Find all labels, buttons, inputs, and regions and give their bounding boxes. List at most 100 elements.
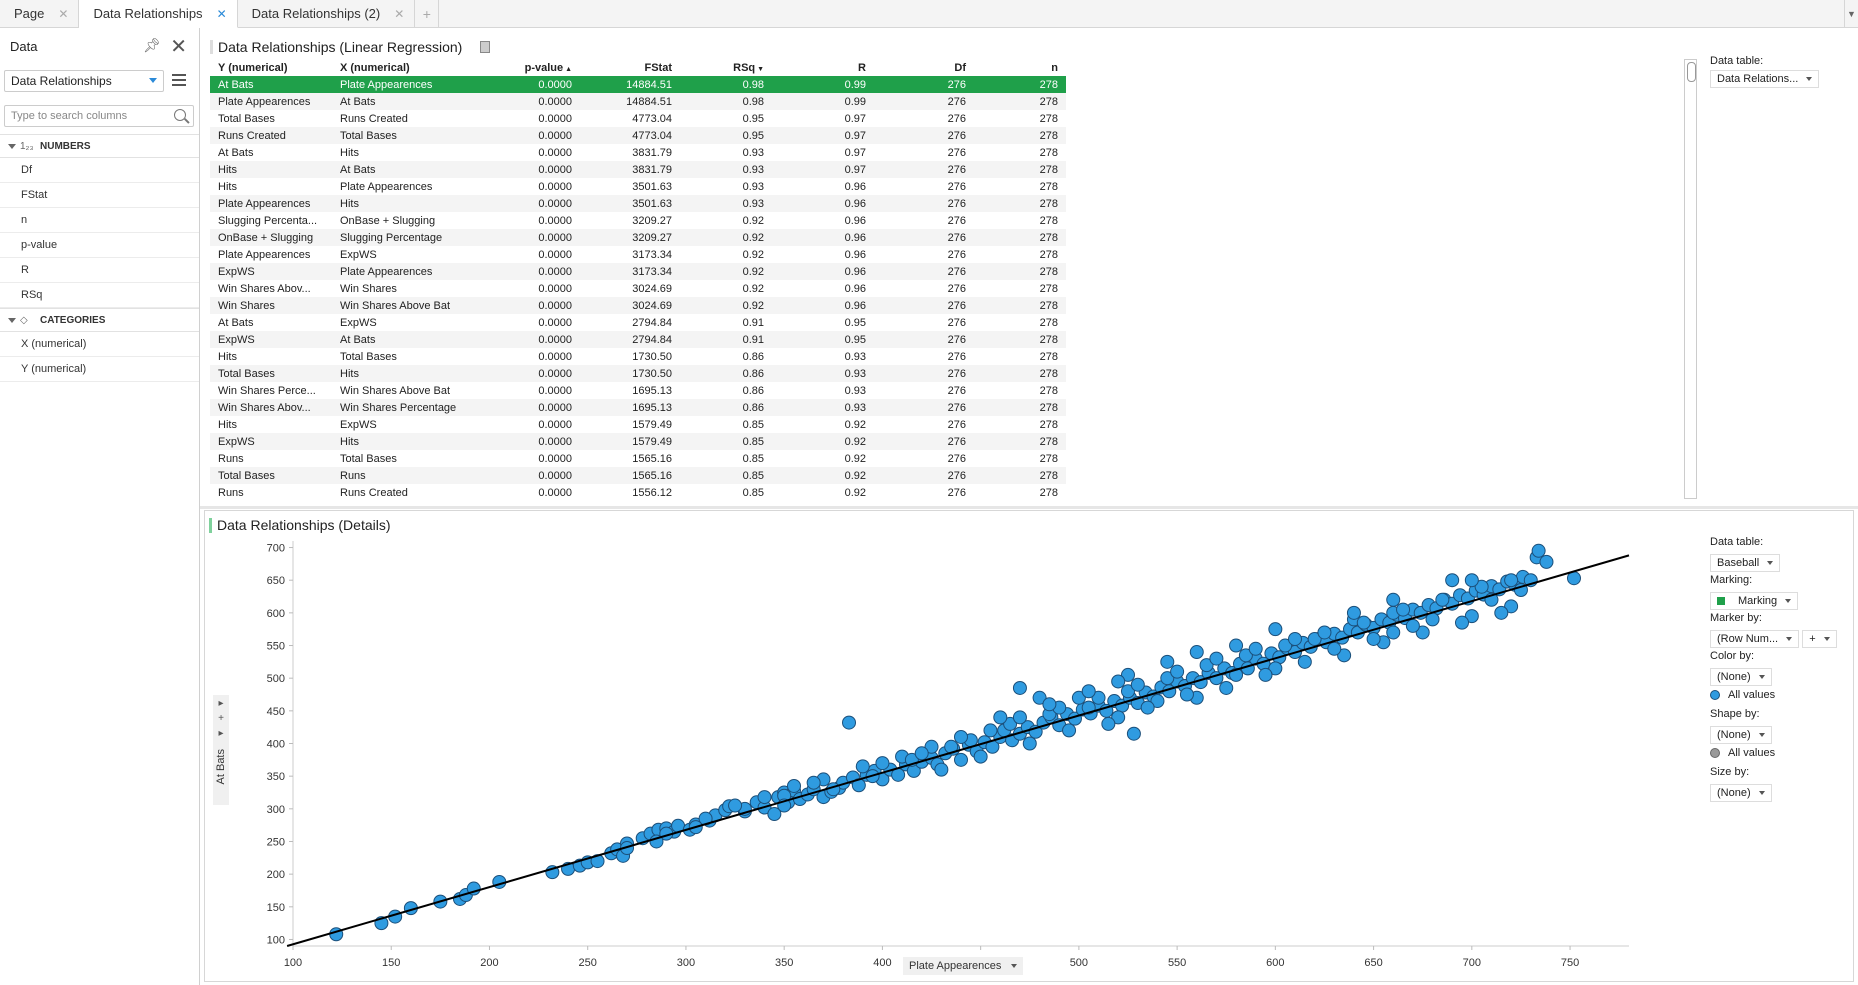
data-point[interactable]	[914, 746, 929, 761]
data-point[interactable]	[1327, 641, 1342, 656]
marking-dropdown[interactable]: Marking	[1710, 591, 1799, 610]
data-point[interactable]	[1317, 625, 1332, 640]
table-row[interactable]: ExpWS Plate Appearences 0.0000 3173.34 0.92 0…	[210, 263, 1066, 280]
table-row[interactable]: Plate Appearences At Bats 0.0000 14884.51 0.…	[210, 93, 1066, 110]
data-point[interactable]	[1386, 592, 1401, 607]
data-point[interactable]	[1455, 615, 1469, 630]
calculator-icon[interactable]	[480, 41, 491, 53]
add-icon[interactable]: +	[218, 713, 224, 724]
expand-icon[interactable]: ▸	[218, 698, 224, 709]
table-row[interactable]: Total Bases Runs 0.0000 1565.16 0.85 0.92 276 2…	[210, 467, 1066, 484]
data-point[interactable]	[1268, 661, 1283, 676]
column-header[interactable]: p-value	[500, 59, 580, 76]
table-row[interactable]: Hits Plate Appearences 0.0000 3501.63 0.93 0.…	[210, 178, 1066, 195]
panel-splitter[interactable]	[200, 506, 1858, 509]
table-row[interactable]: Runs Created Total Bases 0.0000 4773.04 0.95…	[210, 127, 1066, 144]
data-point[interactable]	[1150, 694, 1165, 709]
color-legend-item[interactable]: All values	[1710, 685, 1850, 705]
data-point[interactable]	[1022, 736, 1037, 751]
column-header[interactable]: Df	[954, 61, 966, 74]
data-point[interactable]	[1229, 638, 1244, 653]
column-item[interactable]: Y (numerical)	[0, 357, 199, 382]
data-point[interactable]	[1531, 543, 1546, 558]
table-row[interactable]: Plate Appearences ExpWS 0.0000 3173.34 0.92 0…	[210, 246, 1066, 263]
data-point[interactable]	[728, 798, 743, 813]
size-by-dropdown[interactable]: (None)	[1710, 783, 1772, 802]
data-point[interactable]	[1012, 710, 1027, 725]
data-point[interactable]	[924, 739, 939, 754]
data-point[interactable]	[1189, 645, 1204, 660]
column-item[interactable]: R	[0, 258, 199, 283]
data-point[interactable]	[1435, 592, 1450, 607]
data-point[interactable]	[767, 807, 782, 822]
column-item[interactable]: FStat	[0, 183, 199, 208]
column-item[interactable]: RSq	[0, 283, 199, 308]
data-point[interactable]	[842, 715, 857, 730]
data-point[interactable]	[1111, 710, 1126, 725]
data-table-select[interactable]: Data Relationships	[4, 70, 164, 92]
data-point[interactable]	[875, 756, 890, 771]
data-table-dropdown[interactable]: Baseball	[1710, 553, 1781, 572]
data-point[interactable]	[983, 723, 998, 738]
data-point[interactable]	[993, 710, 1008, 725]
close-icon[interactable]: ✕	[58, 6, 69, 21]
tab-data-relationships-2[interactable]: Data Relationships (2) ✕	[238, 0, 416, 27]
data-point[interactable]	[1126, 726, 1141, 741]
data-point[interactable]	[1268, 622, 1283, 637]
vertical-scrollbar[interactable]	[1684, 59, 1697, 499]
column-header[interactable]: X (numerical)	[340, 61, 410, 74]
details-scatter-visualization[interactable]: Data Relationships (Details) 100 150 200 25…	[204, 510, 1854, 982]
data-point[interactable]	[1258, 667, 1273, 682]
table-row[interactable]: Win Shares Perce... Win Shares Above Bat 0…	[210, 382, 1066, 399]
shape-by-dropdown[interactable]: (None)	[1710, 725, 1772, 744]
data-table-dropdown[interactable]: Data Relations...	[1710, 70, 1820, 88]
data-point[interactable]	[1170, 664, 1185, 679]
data-point[interactable]	[1445, 573, 1460, 588]
pin-icon[interactable]: 📌︎	[143, 37, 161, 53]
color-by-dropdown[interactable]: (None)	[1710, 667, 1772, 686]
chevron-down-icon[interactable]	[8, 317, 16, 323]
data-point[interactable]	[1278, 638, 1293, 653]
data-point[interactable]	[1121, 667, 1135, 682]
data-point[interactable]	[1042, 697, 1057, 712]
data-point[interactable]	[1539, 554, 1554, 569]
column-item[interactable]: n	[0, 208, 199, 233]
table-row[interactable]: Runs Total Bases 0.0000 1565.16 0.85 0.92 276 2…	[210, 450, 1066, 467]
linear-regression-visualization[interactable]: Data Relationships (Linear Regression) Y…	[206, 35, 1697, 503]
data-point[interactable]	[1386, 625, 1401, 640]
table-row[interactable]: Win Shares Win Shares Above Bat 0.0000 3024…	[210, 297, 1066, 314]
search-columns-input[interactable]	[4, 105, 194, 127]
data-point[interactable]	[1415, 625, 1430, 640]
data-point[interactable]	[1307, 631, 1322, 646]
data-point[interactable]	[1012, 680, 1027, 695]
table-row[interactable]: Plate Appearences Hits 0.0000 3501.63 0.93 0.…	[210, 195, 1066, 212]
table-row[interactable]: Hits Total Bases 0.0000 1730.50 0.86 0.93 276 2…	[210, 348, 1066, 365]
column-item[interactable]: X (numerical)	[0, 332, 199, 357]
tab-page[interactable]: Page ✕	[0, 0, 80, 27]
column-item[interactable]: Df	[0, 158, 199, 183]
add-page-button[interactable]: +	[415, 0, 440, 27]
data-point[interactable]	[1405, 618, 1420, 633]
table-row[interactable]: Win Shares Abov... Win Shares Percentage 0…	[210, 399, 1066, 416]
column-item[interactable]: p-value	[0, 233, 199, 258]
column-group-categories[interactable]: ◇ CATEGORIES	[0, 308, 199, 332]
column-header[interactable]: FStat	[644, 61, 673, 74]
data-point[interactable]	[1101, 716, 1116, 731]
data-point[interactable]	[1160, 671, 1175, 686]
data-point[interactable]	[1248, 641, 1263, 656]
table-row[interactable]: ExpWS At Bats 0.0000 2794.84 0.91 0.95 276 278	[210, 331, 1066, 348]
data-point[interactable]	[1494, 605, 1509, 620]
data-point[interactable]	[1130, 677, 1145, 692]
column-header[interactable]: Y (numerical)	[218, 61, 288, 74]
data-point[interactable]	[1396, 602, 1411, 617]
column-group-numbers[interactable]: 1₂₃ NUMBERS	[0, 134, 199, 158]
column-header[interactable]: RSq	[680, 59, 772, 76]
marker-by-dropdown[interactable]: (Row Num...	[1710, 629, 1800, 648]
table-row[interactable]: At Bats Plate Appearences 0.0000 14884.51 0.…	[210, 76, 1066, 93]
table-row[interactable]: Total Bases Hits 0.0000 1730.50 0.86 0.93 276 2…	[210, 365, 1066, 382]
data-point[interactable]	[1062, 723, 1077, 738]
column-header[interactable]: n	[1051, 61, 1058, 74]
data-point[interactable]	[1337, 648, 1352, 663]
data-point[interactable]	[1238, 648, 1253, 663]
data-point[interactable]	[757, 790, 772, 805]
